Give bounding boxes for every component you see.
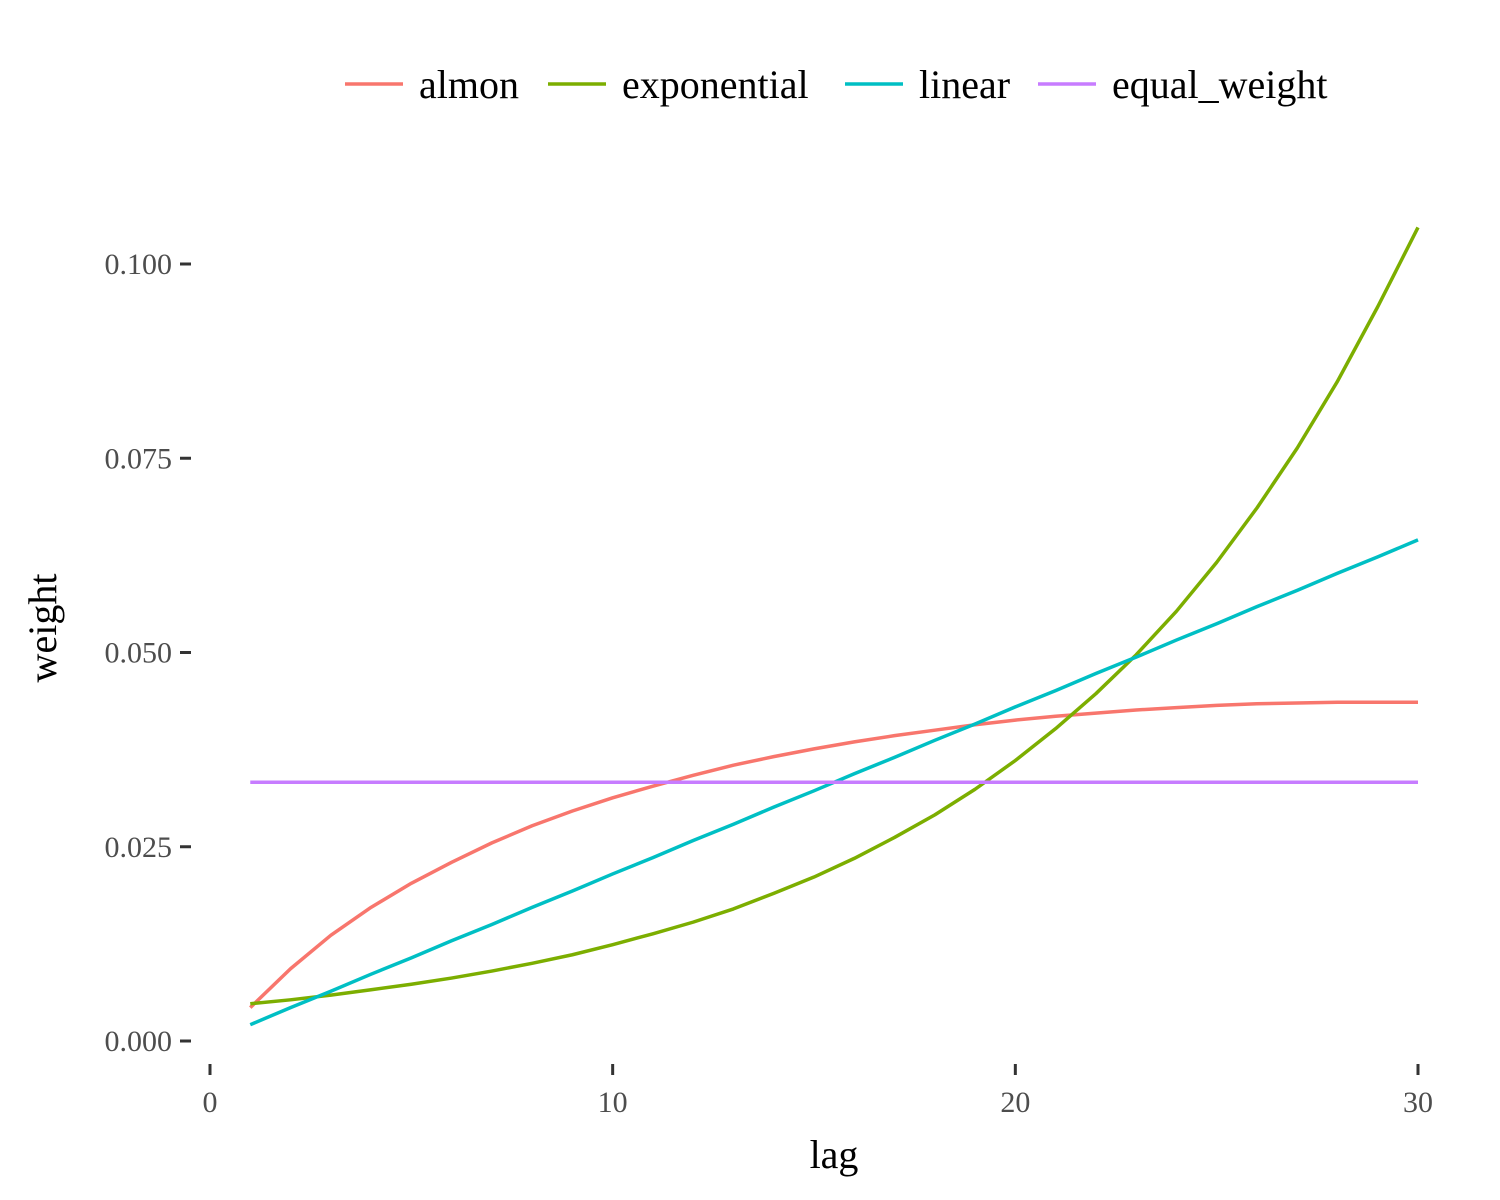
y-tick-label: 0.000 [105,1025,173,1058]
x-axis: 0 10 20 30 [203,1064,1433,1119]
y-tick-label: 0.100 [105,248,173,281]
y-tick-label: 0.050 [105,637,173,670]
plot-area [249,226,1420,1027]
y-axis-title: weight [20,574,65,683]
x-axis-title: lag [810,1132,859,1177]
x-tick-label: 10 [598,1086,628,1119]
legend-label-exponential: exponential [622,62,809,107]
legend: almon exponential linear equal_weight [345,62,1328,107]
legend-label-almon: almon [419,62,519,107]
series-line-almon [249,700,1418,1009]
y-tick-label: 0.075 [105,442,173,475]
x-tick-label: 30 [1403,1086,1433,1119]
legend-label-equal-weight: equal_weight [1112,62,1328,107]
y-axis: 0.000 0.025 0.050 0.075 0.100 [105,248,191,1058]
y-tick-label: 0.025 [105,831,173,864]
series-line-exponential [250,226,1420,1006]
x-tick-label: 0 [203,1086,218,1119]
legend-label-linear: linear [919,62,1010,107]
x-tick-label: 20 [1000,1086,1030,1119]
